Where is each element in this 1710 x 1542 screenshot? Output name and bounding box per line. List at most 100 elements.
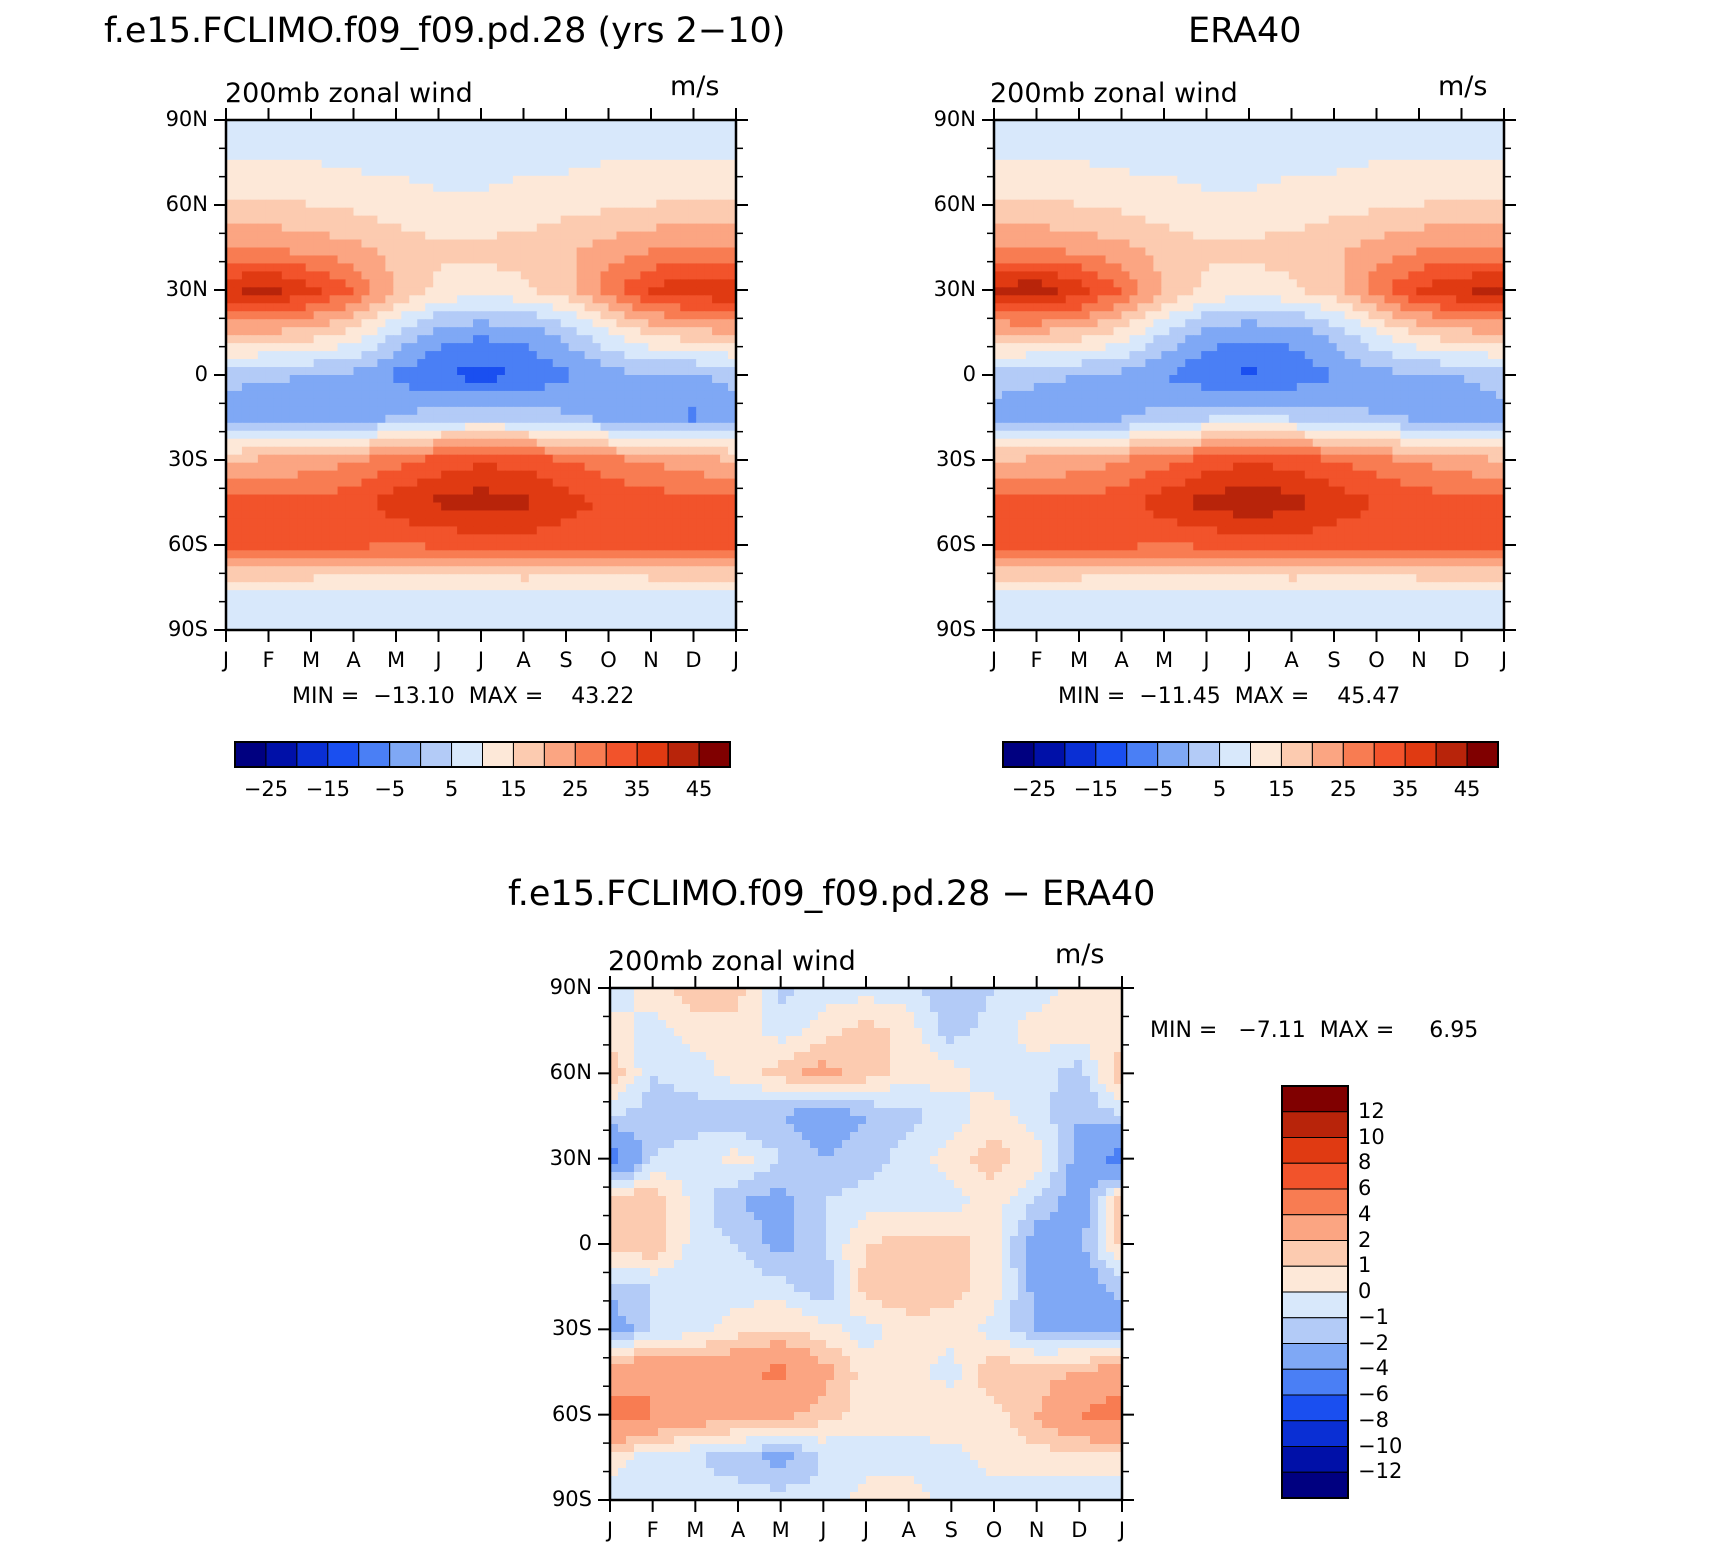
contour-cell [1145, 208, 1154, 217]
contour-cell [473, 526, 482, 535]
contour-cell [656, 319, 665, 328]
contour-cell [664, 335, 673, 344]
contour-cell [226, 598, 235, 607]
contour-cell [377, 503, 386, 512]
contour-cell [473, 367, 482, 376]
contour-cell [330, 224, 339, 233]
contour-cell [306, 487, 315, 496]
contour-cell [330, 240, 339, 249]
contour-cell [361, 176, 370, 185]
contour-cell [1137, 152, 1146, 161]
contour-cell [696, 375, 705, 384]
contour-cell [258, 279, 267, 288]
contour-cell [553, 503, 562, 512]
contour-cell [393, 550, 402, 559]
contour-cell [1313, 160, 1322, 169]
contour-cell [226, 558, 235, 567]
contour-cell [1273, 184, 1282, 193]
contour-cell [282, 534, 291, 543]
contour-cell [505, 558, 514, 567]
contour-cell [1297, 184, 1306, 193]
contour-cell [1361, 136, 1370, 145]
contour-cell [425, 407, 434, 416]
contour-cell [513, 614, 522, 623]
contour-cell [385, 240, 394, 249]
contour-cell [632, 550, 641, 559]
contour-cell [242, 319, 251, 328]
contour-cell [648, 224, 657, 233]
contour-cell [1464, 168, 1473, 177]
contour-cell [314, 136, 323, 145]
contour-cell [489, 526, 498, 535]
contour-cell [282, 598, 291, 607]
contour-cell [720, 351, 729, 360]
contour-cell [1074, 160, 1083, 169]
contour-cell [601, 399, 610, 408]
contour-cell [672, 120, 681, 129]
contour-cell [481, 248, 490, 257]
contour-cell [1440, 192, 1449, 201]
contour-cell [664, 120, 673, 129]
contour-cell [529, 479, 538, 488]
contour-cell [330, 495, 339, 504]
contour-cell [1098, 120, 1107, 129]
contour-cell [1345, 128, 1354, 137]
contour-cell [609, 550, 618, 559]
contour-cell [704, 455, 713, 464]
contour-cell [553, 216, 562, 225]
contour-cell [545, 479, 554, 488]
contour-cell [553, 351, 562, 360]
contour-cell [338, 224, 347, 233]
contour-cell [1464, 176, 1473, 185]
contour-cell [521, 574, 530, 583]
contour-cell [513, 391, 522, 400]
contour-cell [664, 463, 673, 472]
contour-cell [712, 526, 721, 535]
contour-cell [585, 327, 594, 336]
contour-cell [648, 574, 657, 583]
contour-cell [712, 367, 721, 376]
contour-cell [601, 287, 610, 296]
contour-cell [688, 431, 697, 440]
contour-cell [569, 200, 578, 209]
contour-cell [401, 614, 410, 623]
contour-cell [672, 136, 681, 145]
contour-cell [234, 463, 243, 472]
contour-cell [1098, 184, 1107, 193]
contour-cell [1209, 144, 1218, 153]
contour-cell [513, 343, 522, 352]
contour-cell [609, 455, 618, 464]
contour-cell [601, 144, 610, 153]
contour-cell [648, 240, 657, 249]
contour-cell [704, 439, 713, 448]
contour-cell [545, 271, 554, 280]
contour-cell [529, 510, 538, 519]
contour-cell [346, 128, 355, 137]
contour-cell [561, 295, 570, 304]
contour-cell [266, 232, 275, 241]
contour-cell [553, 455, 562, 464]
contour-cell [1066, 192, 1075, 201]
contour-cell [242, 479, 251, 488]
contour-cell [529, 160, 538, 169]
contour-cell [593, 407, 602, 416]
contour-cell [720, 136, 729, 145]
contour-cell [601, 590, 610, 599]
contour-cell [282, 431, 291, 440]
contour-cell [457, 407, 466, 416]
contour-cell [1241, 176, 1250, 185]
contour-cell [537, 542, 546, 551]
contour-cell [1369, 168, 1378, 177]
contour-cell [465, 351, 474, 360]
contour-cell [369, 574, 378, 583]
contour-cell [393, 263, 402, 272]
contour-cell [441, 550, 450, 559]
contour-cell [417, 152, 426, 161]
contour-cell [314, 542, 323, 551]
contour-cell [656, 359, 665, 368]
contour-cell [481, 375, 490, 384]
contour-cell [616, 224, 625, 233]
contour-cell [322, 614, 331, 623]
contour-cell [624, 590, 633, 599]
contour-cell [298, 614, 307, 623]
